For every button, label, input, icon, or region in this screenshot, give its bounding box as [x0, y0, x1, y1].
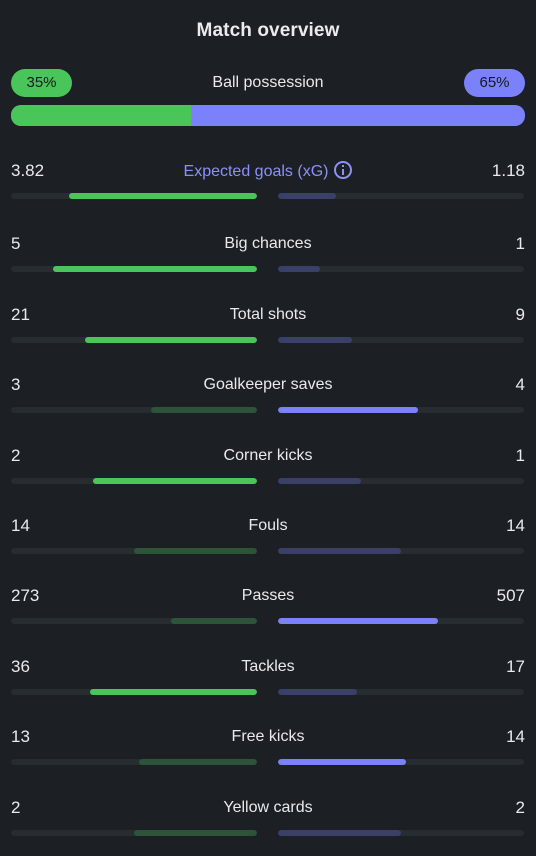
away-bar-track: [278, 478, 524, 484]
stat-name: Big chances: [0, 234, 536, 254]
away-value: 1: [515, 234, 525, 253]
stat-row-yellow-cards: 2 Yellow cards 2: [0, 797, 536, 847]
away-value: 17: [506, 657, 525, 676]
away-bar-fill: [278, 618, 438, 624]
away-value: 9: [515, 305, 525, 324]
stat-name-label: Yellow cards: [223, 799, 313, 816]
stat-name-label: Goalkeeper saves: [203, 376, 333, 393]
stat-row-expected-goals-xg: 3.82 Expected goals (xG) 1.18: [0, 160, 536, 210]
away-bar-track: [278, 407, 524, 413]
away-bar-fill: [278, 759, 406, 765]
home-bar-fill: [92, 478, 257, 484]
stat-row-goalkeeper-saves: 3 Goalkeeper saves 4: [0, 374, 536, 424]
away-bar-track: [278, 193, 524, 199]
away-bar-fill: [278, 548, 401, 554]
away-value: 2: [515, 798, 525, 817]
home-value: 2: [11, 798, 21, 817]
away-bar-track: [278, 548, 524, 554]
away-bar-track: [278, 830, 524, 836]
away-bar-track: [278, 618, 524, 624]
stat-name: Yellow cards: [0, 798, 536, 818]
away-bar-fill: [278, 478, 361, 484]
away-value: 1.18: [491, 161, 525, 180]
home-bar-fill: [134, 548, 257, 554]
home-possession-badge: 35%: [11, 69, 72, 97]
home-bar-track: [11, 193, 257, 199]
page-title: Match overview: [196, 20, 340, 41]
away-bar-track: [278, 266, 524, 272]
home-bar-track: [11, 759, 257, 765]
stat-name: Total shots: [0, 305, 536, 325]
away-bar-fill: [278, 266, 320, 272]
stat-name-label: Big chances: [224, 235, 312, 252]
away-value: 4: [515, 375, 525, 394]
away-bar-fill: [278, 830, 401, 836]
stat-row-passes: 273 Passes 507: [0, 585, 536, 635]
home-bar-fill: [68, 193, 257, 199]
stat-name: Tackles: [0, 657, 536, 677]
home-value: 2: [11, 446, 21, 465]
stat-name-label: Free kicks: [231, 728, 305, 745]
stat-name: Goalkeeper saves: [0, 375, 536, 395]
away-bar-fill: [278, 407, 419, 413]
stat-name-label: Corner kicks: [223, 447, 313, 464]
away-bar-fill: [278, 337, 352, 343]
home-bar-fill: [84, 337, 257, 343]
home-value: 13: [11, 727, 30, 746]
home-bar-track: [11, 337, 257, 343]
home-bar-fill: [89, 689, 257, 695]
stat-name-label: Fouls: [248, 517, 288, 534]
home-bar-fill: [52, 266, 257, 272]
stat-name-label: Passes: [241, 587, 295, 604]
stat-row-corner-kicks: 2 Corner kicks 1: [0, 445, 536, 495]
stat-row-tackles: 36 Tackles 17: [0, 656, 536, 706]
stat-name: Passes: [0, 586, 536, 606]
home-bar-fill: [151, 407, 257, 413]
away-value: 507: [496, 586, 525, 605]
stat-name-label: Total shots: [229, 306, 307, 323]
away-bar-fill: [278, 689, 357, 695]
away-value: 1: [515, 446, 525, 465]
home-bar-fill: [134, 830, 257, 836]
home-value: 3.82: [11, 161, 45, 180]
away-bar-track: [278, 337, 524, 343]
home-bar-track: [11, 407, 257, 413]
stat-row-free-kicks: 13 Free kicks 14: [0, 726, 536, 776]
stat-name: Free kicks: [0, 727, 536, 747]
stat-name-label: Tackles: [241, 658, 295, 675]
home-value: 3: [11, 375, 21, 394]
home-value: 273: [11, 586, 40, 605]
home-bar-track: [11, 618, 257, 624]
info-icon[interactable]: [334, 161, 353, 179]
home-value: 14: [11, 516, 30, 535]
stat-row-big-chances: 5 Big chances 1: [0, 233, 536, 283]
home-value: 5: [11, 234, 21, 253]
away-value: 14: [506, 516, 525, 535]
away-bar-fill: [278, 193, 336, 199]
home-bar-fill: [138, 759, 257, 765]
stat-name: Expected goals (xG): [0, 161, 536, 182]
home-value: 36: [11, 657, 30, 676]
home-bar-fill: [170, 618, 257, 624]
stat-name: Fouls: [0, 516, 536, 536]
possession-bar-home-fill: [11, 105, 191, 126]
stat-name: Corner kicks: [0, 446, 536, 466]
away-possession-badge: 65%: [464, 69, 525, 97]
home-bar-track: [11, 689, 257, 695]
home-bar-track: [11, 478, 257, 484]
away-value: 14: [506, 727, 525, 746]
home-bar-track: [11, 548, 257, 554]
home-value: 21: [11, 305, 30, 324]
possession-bar: [11, 105, 525, 126]
home-bar-track: [11, 266, 257, 272]
stat-row-fouls: 14 Fouls 14: [0, 515, 536, 565]
stat-name-label: Expected goals (xG): [183, 163, 329, 180]
stat-row-total-shots: 21 Total shots 9: [0, 304, 536, 354]
possession-label: Ball possession: [212, 74, 324, 91]
away-bar-track: [278, 759, 524, 765]
home-bar-track: [11, 830, 257, 836]
away-bar-track: [278, 689, 524, 695]
